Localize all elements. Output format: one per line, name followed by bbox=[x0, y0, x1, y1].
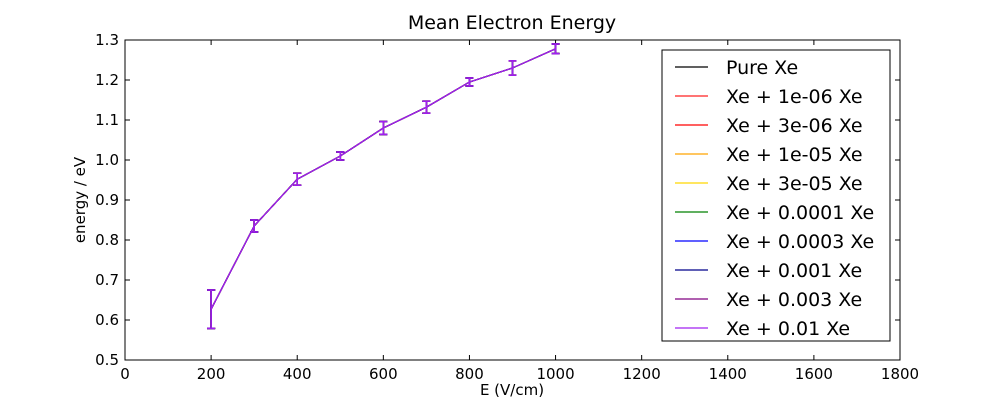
legend-label: Xe + 3e-05 Xe bbox=[726, 173, 863, 195]
y-tick-label: 1.3 bbox=[95, 31, 119, 49]
x-tick-label: 1000 bbox=[536, 365, 574, 383]
legend-label: Xe + 1e-05 Xe bbox=[726, 144, 863, 166]
y-tick-label: 0.5 bbox=[95, 351, 119, 369]
y-tick-label: 1.2 bbox=[95, 71, 119, 89]
legend-label: Xe + 0.003 Xe bbox=[726, 289, 862, 311]
series-layer bbox=[207, 43, 560, 330]
x-tick-label: 1600 bbox=[795, 365, 833, 383]
x-axis-label: E (V/cm) bbox=[480, 381, 544, 399]
legend-box bbox=[661, 49, 891, 342]
y-tick-label: 0.8 bbox=[95, 231, 119, 249]
x-tick-label: 1800 bbox=[881, 365, 919, 383]
x-tick-label: 1200 bbox=[623, 365, 661, 383]
x-tick-label: 200 bbox=[197, 365, 226, 383]
y-tick-label: 1.0 bbox=[95, 151, 119, 169]
legend-label: Xe + 1e-06 Xe bbox=[726, 86, 863, 108]
legend-label: Xe + 0.0001 Xe bbox=[726, 202, 874, 224]
legend-label: Xe + 0.001 Xe bbox=[726, 260, 862, 282]
series-group bbox=[207, 43, 560, 330]
chart-title: Mean Electron Energy bbox=[408, 12, 616, 34]
x-tick-label: 800 bbox=[455, 365, 484, 383]
x-tick-label: 0 bbox=[120, 365, 130, 383]
y-tick-label: 0.7 bbox=[95, 271, 119, 289]
legend-label: Xe + 0.0003 Xe bbox=[726, 231, 874, 253]
y-axis-label: energy / eV bbox=[71, 156, 89, 243]
legend-label: Xe + 0.01 Xe bbox=[726, 318, 850, 340]
legend: Pure Xe Xe + 1e-06 Xe Xe + 3e-06 Xe Xe + 1e… bbox=[661, 49, 891, 342]
y-tick-label: 1.1 bbox=[95, 111, 119, 129]
legend-label: Pure Xe bbox=[726, 57, 798, 79]
axes-layer: 0 200 400 600 800 1000 1200 1400 1600 1800 0.5 0.6 0… bbox=[95, 31, 919, 383]
legend-label: Xe + 3e-06 Xe bbox=[726, 115, 863, 137]
x-tick-label: 1400 bbox=[709, 365, 747, 383]
x-tick-label: 600 bbox=[369, 365, 398, 383]
y-tick-label: 0.9 bbox=[95, 191, 119, 209]
x-tick-label: 400 bbox=[283, 365, 312, 383]
y-tick-label: 0.6 bbox=[95, 311, 119, 329]
